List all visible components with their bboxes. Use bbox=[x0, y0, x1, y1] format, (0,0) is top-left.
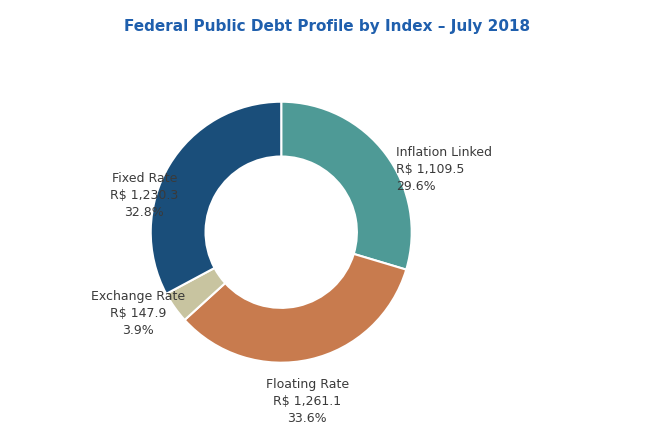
Text: Inflation Linked
R$ 1,109.5
29.6%: Inflation Linked R$ 1,109.5 29.6% bbox=[396, 146, 492, 193]
Text: Exchange Rate
R$ 147.9
3.9%: Exchange Rate R$ 147.9 3.9% bbox=[91, 289, 184, 337]
Text: Floating Rate
R$ 1,261.1
33.6%: Floating Rate R$ 1,261.1 33.6% bbox=[266, 378, 349, 425]
Wedge shape bbox=[166, 268, 225, 320]
Text: Fixed Rate
R$ 1,230.3
32.8%: Fixed Rate R$ 1,230.3 32.8% bbox=[110, 172, 179, 219]
Text: Federal Public Debt Profile by Index – July 2018: Federal Public Debt Profile by Index – J… bbox=[124, 19, 530, 34]
Wedge shape bbox=[150, 102, 281, 294]
Wedge shape bbox=[184, 254, 406, 362]
Wedge shape bbox=[281, 102, 412, 270]
